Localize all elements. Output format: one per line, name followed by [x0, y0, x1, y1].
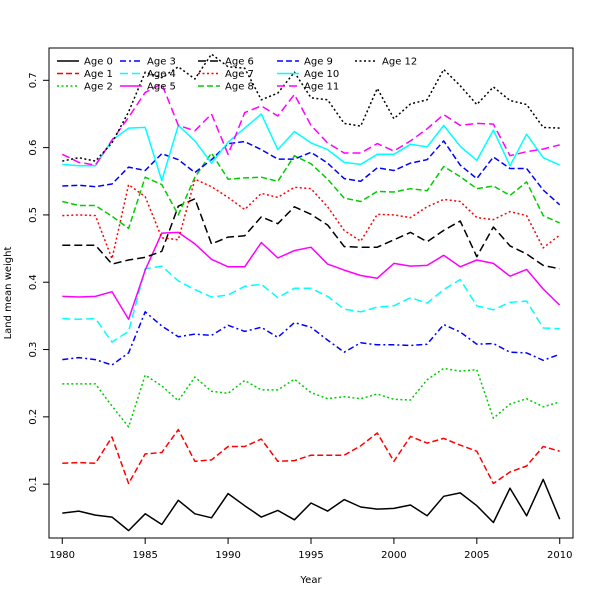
y-tick-label: 0.4: [28, 274, 39, 290]
legend-label: Age 12: [382, 57, 417, 68]
legend-label: Age 8: [225, 82, 254, 93]
series-line-age-4: [62, 265, 560, 343]
series-line-age-2: [62, 367, 560, 428]
x-tick-label: 2010: [547, 550, 572, 561]
y-tick-label: 0.5: [28, 207, 39, 223]
legend-label: Age 2: [84, 82, 113, 93]
legend-label: Age 0: [84, 57, 113, 68]
y-tick-label: 0.7: [28, 72, 39, 88]
series-line-age-11: [61, 82, 560, 166]
series-line-age-3: [62, 311, 560, 366]
y-axis-label: Land mean weight: [3, 247, 14, 340]
series-line-age-5: [62, 231, 561, 321]
x-tick-label: 1985: [132, 550, 157, 561]
legend-label: Age 9: [304, 57, 333, 68]
series-line-age-8: [62, 152, 561, 230]
y-tick-label: 0.1: [28, 476, 39, 492]
series-line-age-10: [62, 113, 561, 182]
series-line-age-6: [62, 198, 560, 270]
series-line-age-12: [62, 53, 560, 162]
x-tick-label: 1995: [298, 550, 323, 561]
legend-label: Age 4: [147, 69, 176, 80]
legend-label: Age 1: [84, 69, 113, 80]
x-tick-label: 2005: [464, 550, 489, 561]
x-tick-label: 1980: [50, 550, 75, 561]
axes: 1980 1985 1990 1995 2000 2005 2010 0.1 0.2 0.3 0.4…: [28, 72, 572, 561]
series-layer: [61, 53, 561, 532]
x-axis-label: Year: [299, 575, 322, 586]
series-line-age-1: [62, 428, 560, 485]
legend-label: Age 3: [147, 57, 176, 68]
legend-label: Age 11: [304, 82, 339, 93]
legend-label: Age 6: [225, 57, 254, 68]
x-tick-label: 2000: [381, 550, 406, 561]
y-tick-label: 0.6: [28, 140, 39, 156]
y-tick-label: 0.2: [28, 409, 39, 425]
legend-label: Age 10: [304, 69, 339, 80]
plot-frame: [48, 47, 574, 539]
legend-label: Age 5: [147, 82, 176, 93]
series-line-age-9: [62, 140, 561, 206]
legend-label: Age 7: [225, 69, 254, 80]
series-line-age-0: [62, 478, 561, 532]
y-tick-label: 0.3: [28, 342, 39, 358]
series-line-age-7: [62, 178, 561, 260]
x-tick-label: 1990: [215, 550, 240, 561]
